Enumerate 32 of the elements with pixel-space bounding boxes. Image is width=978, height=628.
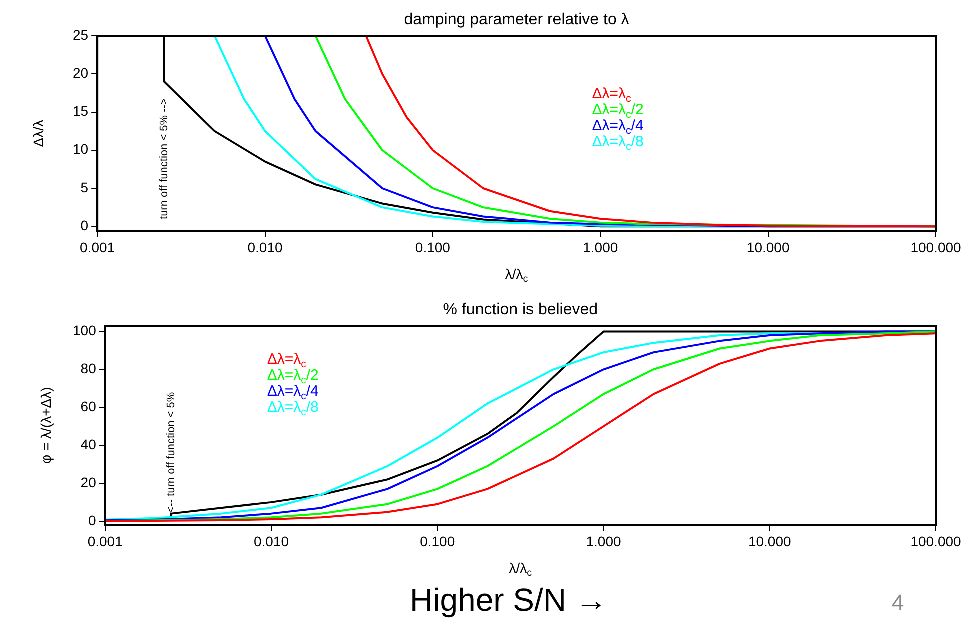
x-tick-label: 0.100 (415, 239, 451, 256)
y-axis-title: φ = λ/(λ+Δλ) (38, 387, 54, 464)
annotation: turn off function < 5% --> (158, 98, 170, 220)
y-tick-label: 20 (80, 474, 97, 490)
text: 4 (892, 590, 904, 616)
y-tick-label: 5 (80, 179, 89, 196)
y-tick-label: 0 (88, 512, 97, 528)
text: Higher S/N → (410, 582, 608, 619)
x-tick-label: 0.100 (420, 533, 456, 550)
x-tick-label: 1.000 (586, 533, 622, 550)
y-tick-label: 20 (72, 64, 89, 81)
y-tick-label: 10 (72, 141, 89, 158)
y-tick-label: 25 (72, 26, 89, 43)
x-tick-label: 0.010 (254, 533, 290, 550)
x-tick-label: 10.000 (748, 533, 792, 550)
x-tick-label: 10.000 (746, 239, 790, 256)
chart-title: damping parameter relative to λ (404, 11, 630, 28)
x-tick-label: 0.001 (80, 239, 116, 256)
y-axis-title: Δλ/λ (30, 120, 46, 148)
y-tick-label: 100 (73, 322, 97, 339)
chart-title: % function is believed (443, 301, 598, 318)
x-tick-label: 0.010 (248, 239, 283, 256)
y-tick-label: 40 (80, 436, 97, 452)
x-tick-label: 1.000 (583, 239, 618, 256)
y-tick-label: 15 (72, 103, 89, 120)
x-tick-label: 0.001 (88, 533, 124, 550)
x-tick-label: 100.000 (910, 533, 962, 550)
x-tick-label: 100.000 (910, 239, 962, 256)
y-tick-label: 0 (80, 217, 89, 234)
y-tick-label: 60 (80, 398, 97, 414)
y-tick-label: 80 (80, 360, 97, 376)
annotation: <-- turn off function < 5% (166, 392, 178, 514)
